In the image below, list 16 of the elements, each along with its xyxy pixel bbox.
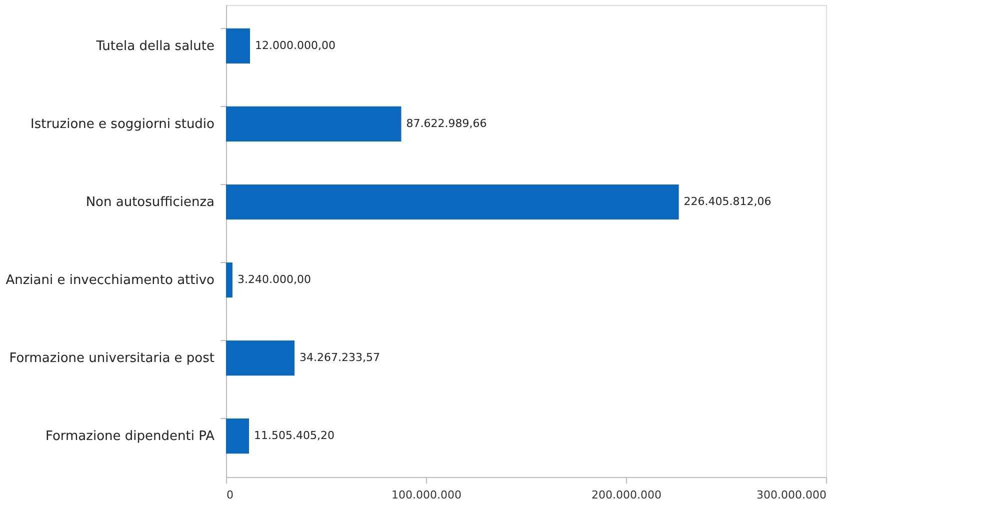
- data-label: 12.000.000,00: [255, 38, 336, 52]
- x-tick-label: 300.000.000: [756, 488, 826, 502]
- data-label: 34.267.233,57: [300, 351, 380, 364]
- y-tick-label: Formazione dipendenti PA: [45, 429, 215, 444]
- x-tick-label: 100.000.000: [392, 488, 462, 502]
- y-tick-label: Non autosufficienza: [86, 194, 214, 210]
- data-label: 3.240.000,00: [237, 273, 311, 286]
- data-label: 11.505.405,20: [254, 429, 334, 442]
- x-tick-label: 0: [226, 488, 234, 502]
- x-tick-label: 200.000.000: [592, 488, 662, 502]
- y-tick-label: Istruzione e soggiorni studio: [30, 116, 215, 132]
- y-tick-label: Tutela della salute: [95, 38, 214, 54]
- data-label: 87.622.989,66: [406, 116, 487, 130]
- y-tick-label: Anziani e invecchiamento attivo: [6, 273, 215, 288]
- data-label: 226.405.812,06: [684, 194, 772, 208]
- y-tick-label: Formazione universitaria e post: [9, 351, 214, 366]
